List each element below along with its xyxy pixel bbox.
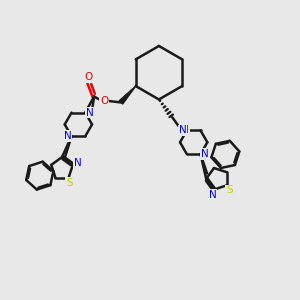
- Text: O: O: [100, 96, 108, 106]
- Text: N: N: [74, 158, 81, 168]
- Text: N: N: [179, 125, 187, 135]
- Text: S: S: [226, 185, 233, 196]
- Text: N: N: [64, 131, 71, 141]
- Text: O: O: [85, 72, 93, 82]
- Text: N: N: [182, 125, 189, 135]
- Text: S: S: [66, 178, 73, 188]
- Text: N: N: [209, 190, 217, 200]
- Text: N: N: [85, 108, 93, 118]
- Polygon shape: [119, 86, 136, 104]
- Text: N: N: [201, 149, 208, 159]
